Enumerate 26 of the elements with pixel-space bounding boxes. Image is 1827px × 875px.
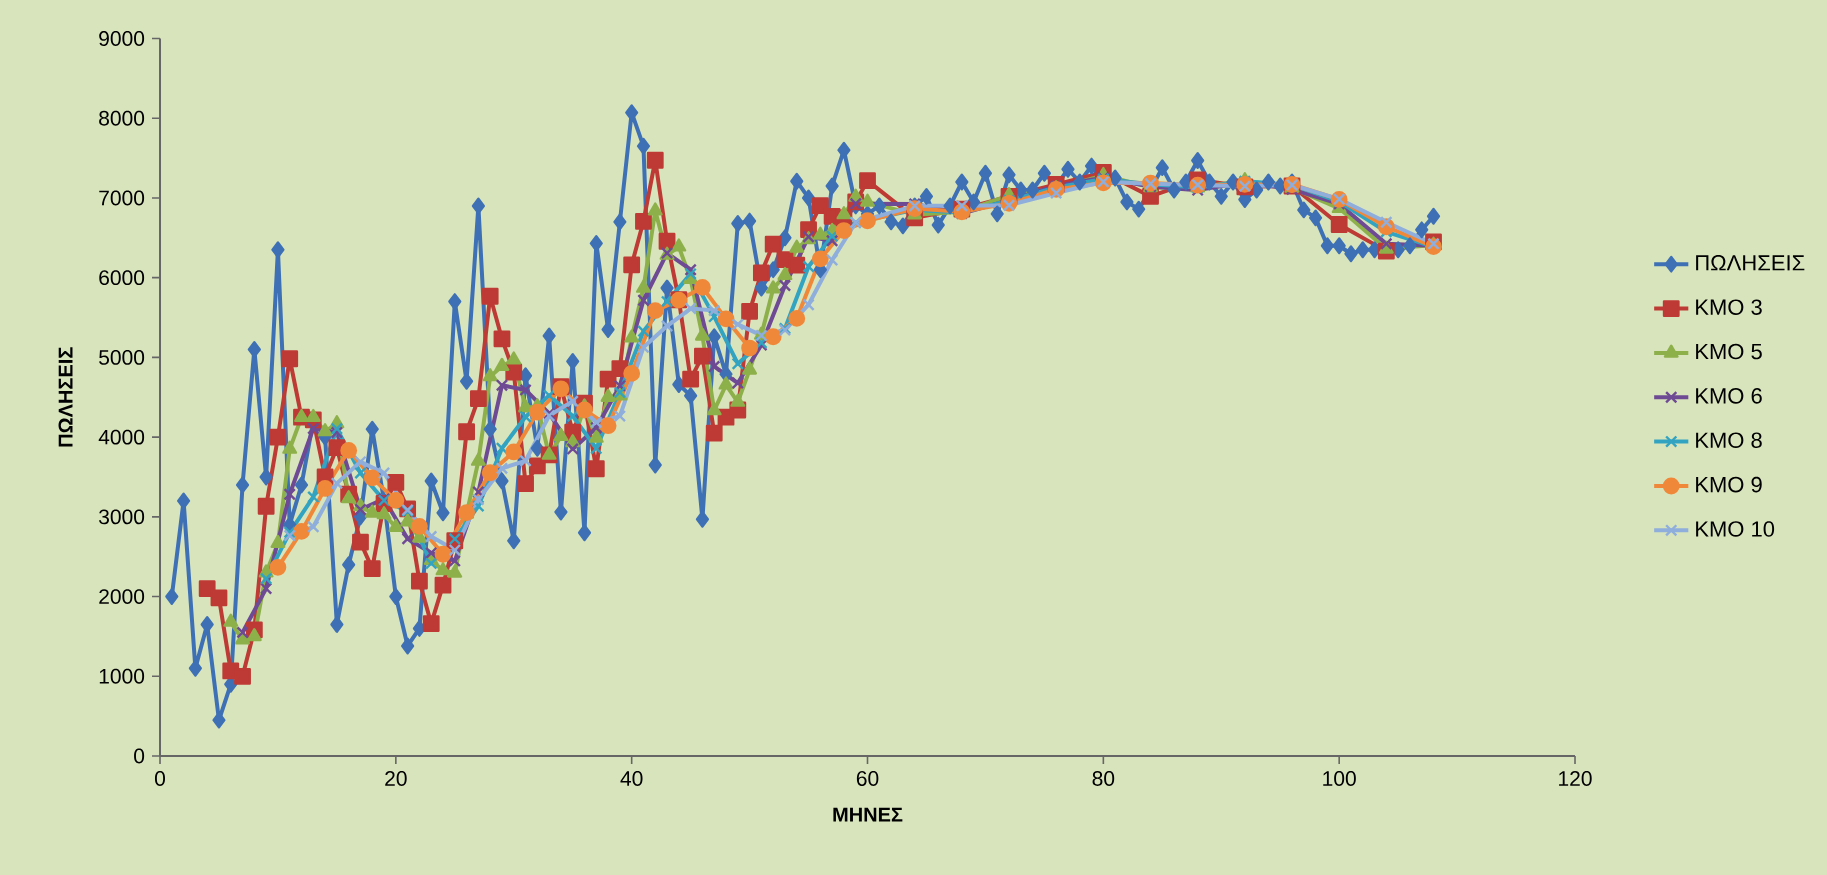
y-tick-label: 2000 xyxy=(99,589,145,605)
y-tick-label: 5000 xyxy=(99,349,145,365)
x-tick-label: 0 xyxy=(154,771,166,786)
y-tick-label: 1000 xyxy=(99,668,145,684)
y-tick-label: 3000 xyxy=(99,509,145,525)
y-tick-label: 6000 xyxy=(99,270,145,286)
y-tick-label: 7000 xyxy=(99,190,145,206)
x-tick-label: 80 xyxy=(1092,771,1115,786)
y-tick-label: 9000 xyxy=(99,31,145,46)
x-tick-label: 20 xyxy=(385,771,407,786)
x-tick-label: 40 xyxy=(620,771,643,786)
y-tick-label: 0 xyxy=(134,748,145,764)
x-tick-label: 100 xyxy=(1323,771,1356,786)
x-axis-title: ΜΗΝΕΣ xyxy=(833,807,903,822)
legend-label: ΚΜΟ 3 xyxy=(1696,299,1762,315)
legend-label: ΠΩΛΗΣΕΙΣ xyxy=(1696,255,1805,271)
legend-label: ΚΜΟ 9 xyxy=(1696,476,1762,493)
y-tick-label: 8000 xyxy=(99,110,145,126)
legend-label: ΚΜΟ 10 xyxy=(1696,521,1775,537)
y-tick-label: 4000 xyxy=(98,429,145,445)
legend-label: ΚΜΟ 5 xyxy=(1696,343,1762,360)
legend-label: ΚΜΟ 8 xyxy=(1696,432,1762,449)
x-tick-label: 60 xyxy=(856,771,879,786)
x-tick-label: 120 xyxy=(1559,771,1592,786)
y-axis-title: ΠΩΛΗΣΕΙΣ xyxy=(58,347,73,447)
legend-label: ΚΜΟ 6 xyxy=(1696,388,1762,404)
